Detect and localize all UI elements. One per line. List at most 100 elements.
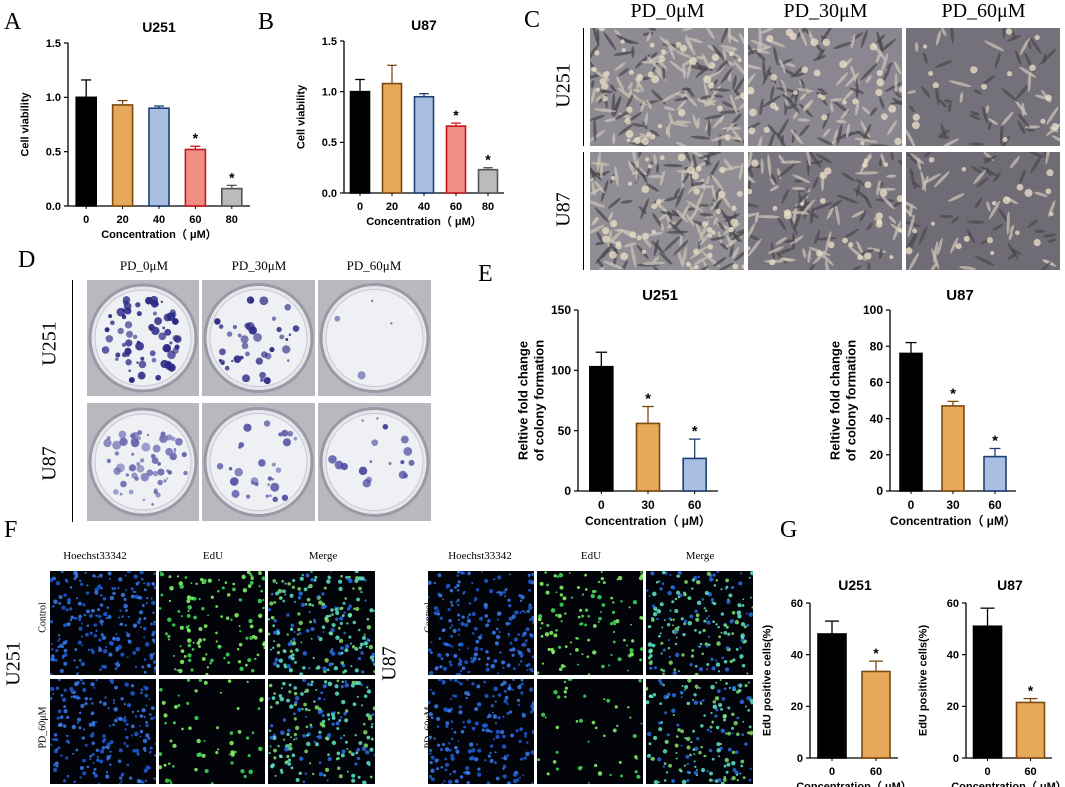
x-tick-label: 60 (870, 766, 882, 778)
y-tick-label: 0 (797, 753, 803, 765)
colony-dish-u87-30 (202, 403, 315, 521)
chart-title: U87 (946, 287, 974, 304)
x-tick-label: 80 (482, 201, 494, 213)
x-axis-label: Concentration（ μM） (951, 780, 1065, 787)
panel-f-left-col-2: Merge (308, 550, 338, 562)
colony-dish-u87-0 (87, 403, 199, 521)
chart-title: U251 (642, 287, 678, 304)
micrograph-c-u87-30 (748, 152, 902, 270)
significance-mark: * (950, 385, 956, 402)
colony-dish-u251-30 (202, 280, 315, 396)
significance-mark: * (1028, 683, 1034, 699)
fluoro-u87-pd60-merge (646, 679, 753, 784)
y-tick-label: 60 (947, 598, 959, 610)
y-tick-label: 0.0 (322, 188, 337, 200)
colony-dish-u87-60 (318, 403, 431, 521)
panel-letter-g: G (780, 517, 798, 543)
significance-mark: * (873, 645, 879, 661)
panel-f-right-col-0: Hoechst33342 (448, 550, 512, 562)
fluoro-u87-control-hoechst (428, 571, 534, 675)
x-tick-label: 0 (598, 498, 605, 512)
y-tick-label: 0 (876, 484, 883, 498)
y-tick-label: 20 (791, 701, 803, 713)
significance-mark: * (645, 391, 651, 408)
chart-title: U251 (142, 19, 176, 35)
fluoro-u87-control-merge (646, 571, 753, 675)
fluoro-u251-control-merge (268, 571, 375, 675)
x-tick-label: 0 (357, 201, 363, 213)
x-tick-label: 60 (189, 214, 201, 226)
x-tick-label: 0 (984, 766, 990, 778)
panel-d-row-1: U87 (38, 446, 61, 481)
colony-dish-u251-0 (87, 280, 199, 396)
panel-c-bracket-bottom (583, 152, 584, 270)
micrograph-c-u87-60 (906, 152, 1060, 270)
x-tick-label: 40 (153, 214, 165, 226)
panel-letter-f: F (4, 517, 18, 543)
x-tick-label: 30 (946, 498, 960, 512)
fluoro-u87-pd60-hoechst (428, 679, 534, 784)
x-tick-label: 80 (226, 214, 238, 226)
chart-G2-group: U87 0 20 40 60 0 * 60 Concentration（ μM） EdU posi… (917, 577, 1065, 787)
bar (861, 670, 891, 759)
y-tick-label: 1.0 (46, 92, 61, 104)
micrograph-c-u251-60 (906, 28, 1060, 146)
chart-title: U87 (997, 577, 1023, 593)
fluoro-u251-pd60-merge (268, 679, 375, 784)
panel-f-right-col-2: Merge (685, 550, 715, 562)
y-tick-label: 0.5 (46, 147, 61, 159)
x-tick-label: 20 (386, 201, 398, 213)
y-tick-label: 1.5 (322, 36, 337, 48)
y-tick-label: 40 (870, 412, 884, 426)
x-tick-label: 0 (83, 214, 89, 226)
x-tick-label: 30 (641, 498, 655, 512)
y-tick-label: 1.5 (46, 38, 61, 50)
fluoro-u251-control-hoechst (50, 571, 156, 675)
fluoro-u87-pd60-edu (537, 679, 643, 784)
y-axis-label: EdU positive cells(%) (917, 625, 929, 737)
y-tick-label: 80 (870, 339, 884, 353)
y-axis-label: EdU positive cells(%) (761, 625, 773, 737)
panel-letter-a: A (4, 9, 22, 35)
panel-f-left-row-1: PD_60μM (37, 706, 49, 749)
y-tick-label: 20 (947, 701, 959, 713)
micrograph-c-u251-30 (748, 28, 902, 146)
x-tick-label: 40 (418, 201, 430, 213)
panel-c-bracket-top (583, 28, 584, 146)
fluoro-u251-pd60-edu (159, 679, 265, 784)
panel-f-left-col-1: EdU (202, 550, 224, 562)
panel-d-col-1: PD_30μM (231, 258, 287, 273)
y-tick-label: 50 (558, 424, 572, 438)
x-tick-label: 20 (116, 214, 128, 226)
panel-d-row-0: U251 (38, 321, 61, 366)
y-tick-label: 40 (791, 650, 803, 662)
x-tick-label: 60 (450, 201, 462, 213)
panel-c-col-2: PD_60μM (941, 0, 1026, 22)
chart-title: U87 (411, 17, 437, 33)
panel-f-right-col-1: EdU (580, 550, 602, 562)
panel-letter-e: E (478, 261, 493, 287)
panel-f-left-cell-line: U251 (2, 641, 25, 686)
y-tick-label: 40 (947, 650, 959, 662)
panel-f-left-row-0: Control (37, 602, 49, 633)
significance-mark: * (193, 130, 199, 146)
panel-c-col-0: PD_0μM (630, 0, 705, 22)
panel-c-row-1: U87 (552, 192, 575, 227)
panel-c-col-1: PD_30μM (783, 0, 868, 22)
chart-A-group: U251 0.0 0.5 1.0 1.5 0 20 40 * 60 * 80 Concentration… (19, 19, 250, 241)
significance-mark: * (692, 423, 698, 440)
y-axis-label: Cell viability (295, 84, 307, 149)
chart-B-group: U87 0.0 0.5 1.0 1.5 0 20 40 * 60 * 80Concentration（… (295, 17, 504, 228)
chart-title: U251 (838, 577, 872, 593)
significance-mark: * (453, 107, 459, 123)
panel-letter-b: B (258, 9, 275, 35)
y-axis-label: Cell viability (19, 92, 31, 157)
y-tick-label: 20 (870, 448, 884, 462)
x-axis-label: Concentration（ μM） (796, 780, 912, 787)
y-tick-label: 0.5 (322, 137, 337, 149)
